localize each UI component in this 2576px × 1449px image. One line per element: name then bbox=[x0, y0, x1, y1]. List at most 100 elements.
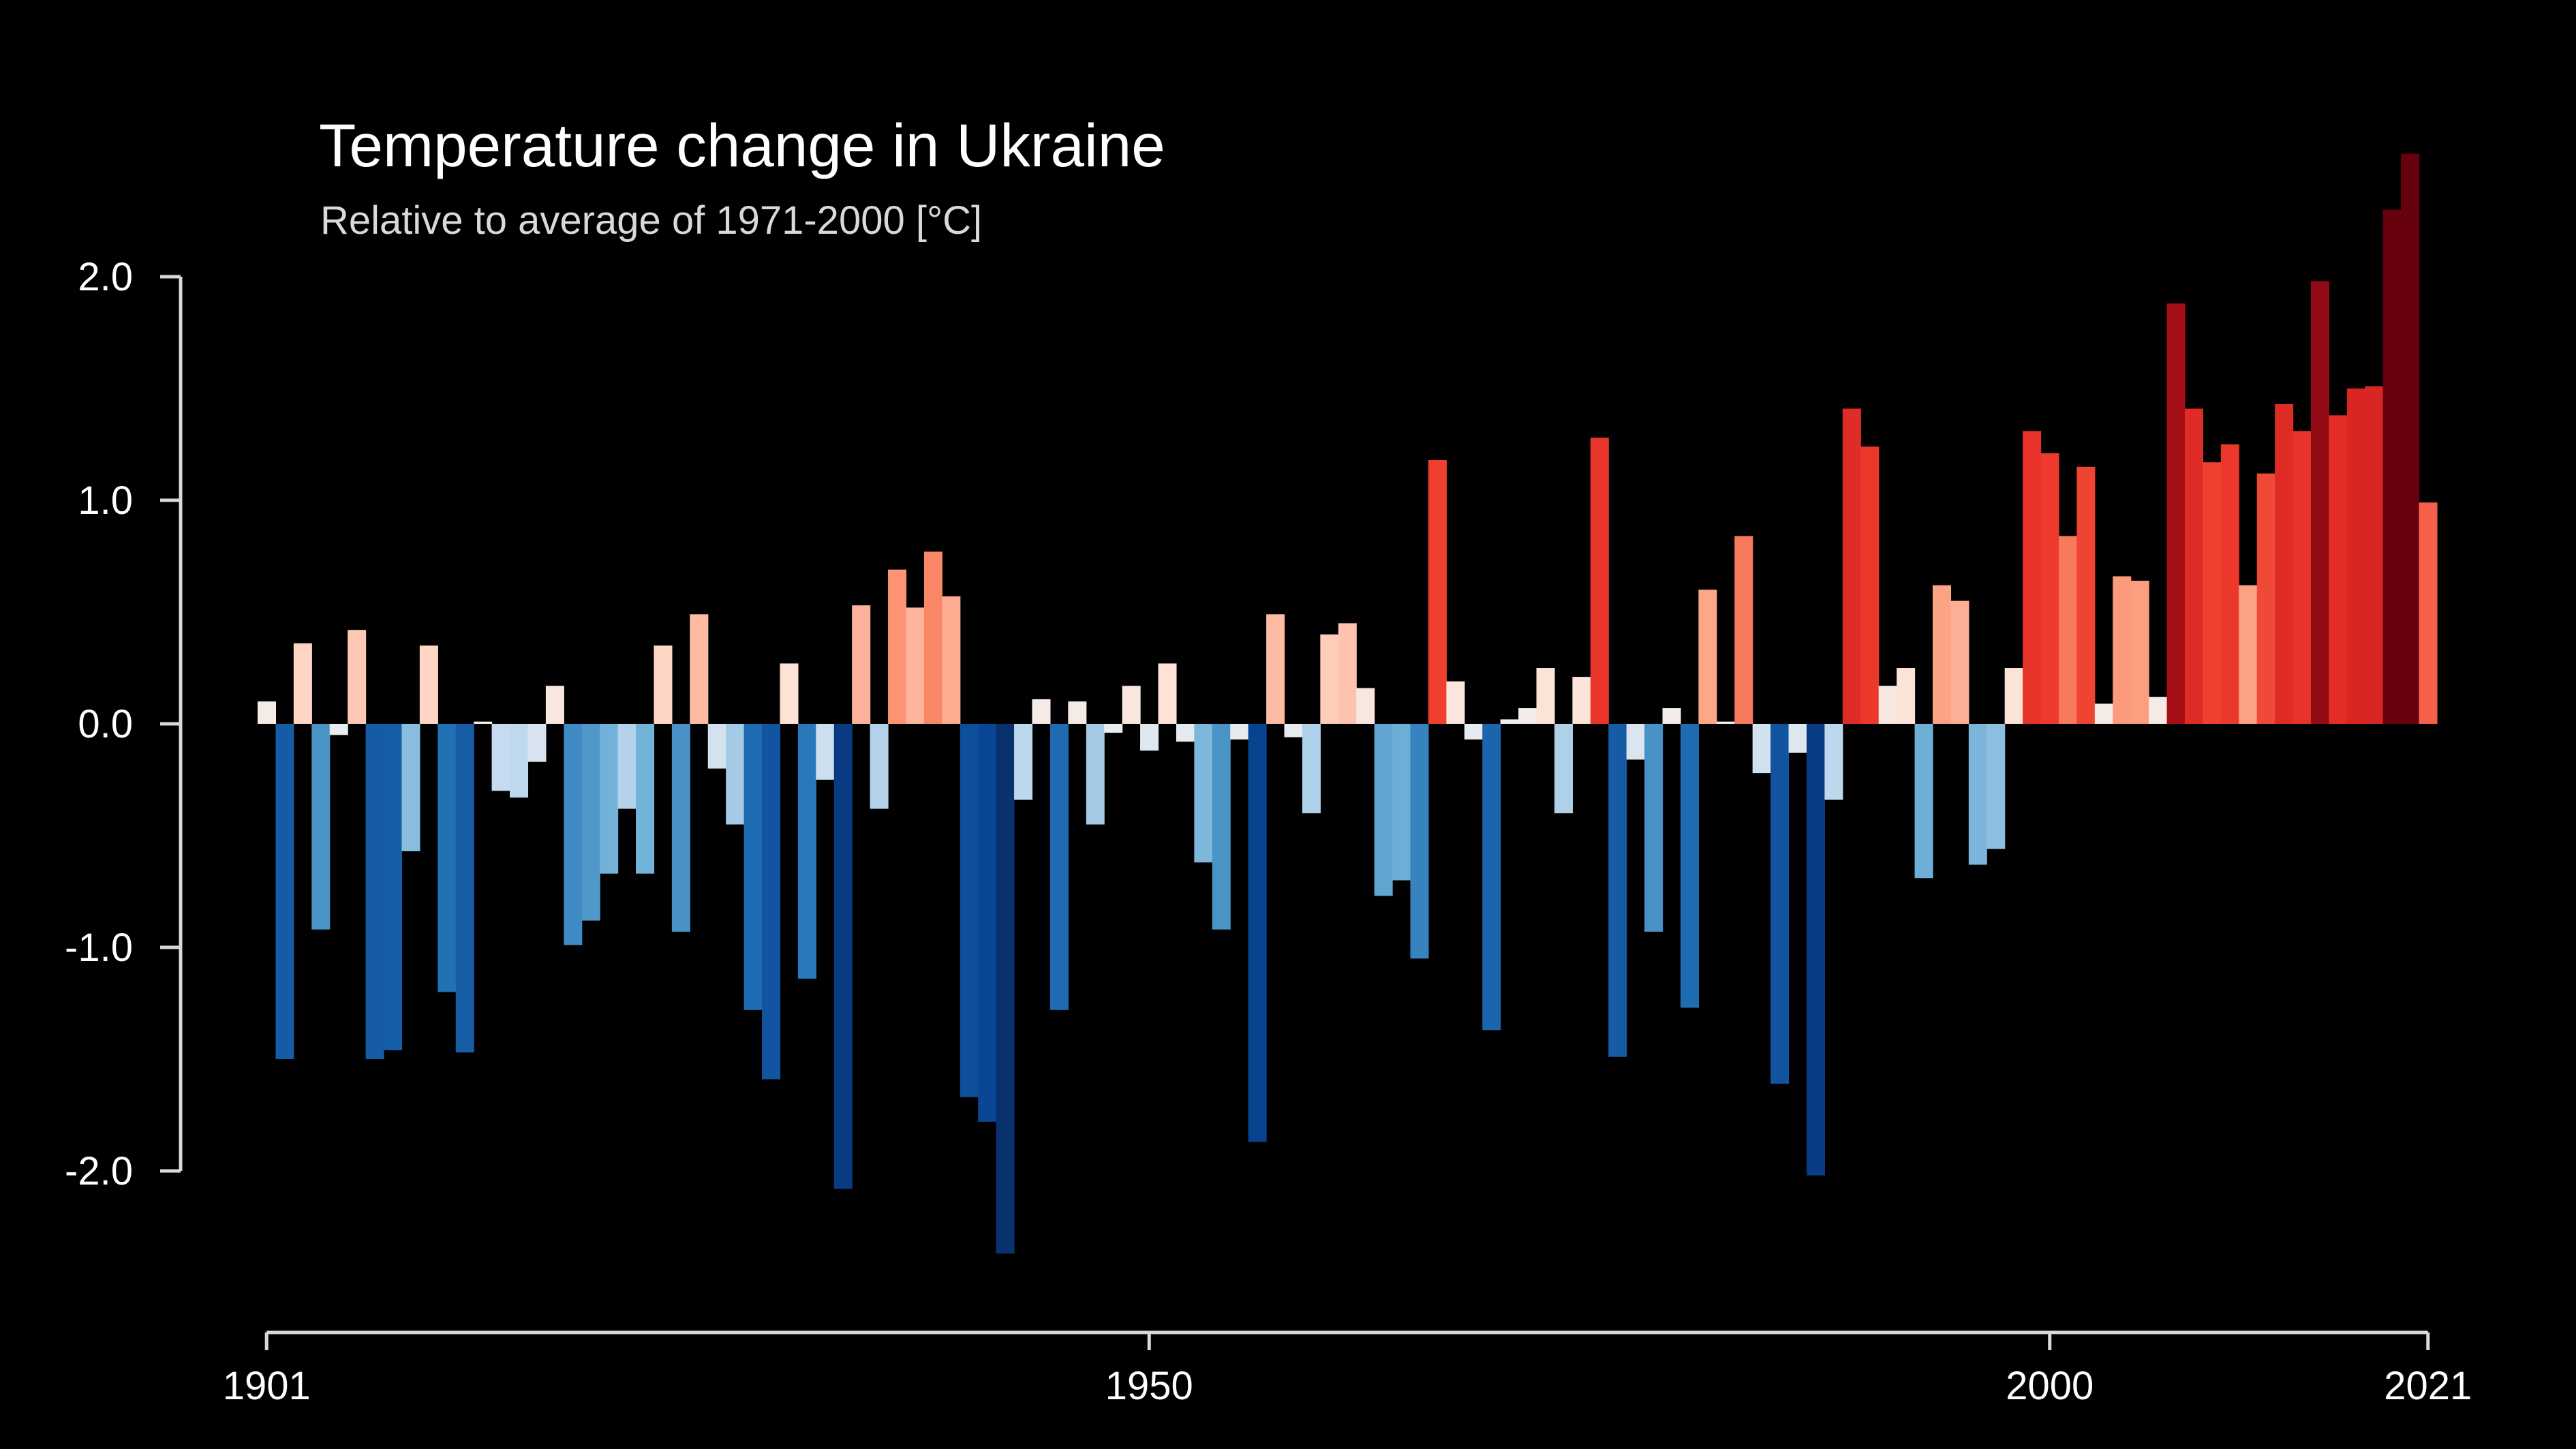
bar-1940 bbox=[960, 724, 979, 1097]
bar-1937 bbox=[906, 607, 925, 724]
bar-1979 bbox=[1662, 708, 1681, 724]
bar-1919 bbox=[581, 724, 600, 921]
bar-1997 bbox=[1987, 724, 2006, 849]
bar-1905 bbox=[329, 724, 348, 735]
bar-1921 bbox=[617, 724, 637, 809]
bar-2018 bbox=[2365, 386, 2384, 724]
bar-2021 bbox=[2419, 502, 2438, 724]
bar-1971 bbox=[1518, 708, 1537, 724]
bar-1927 bbox=[726, 724, 745, 825]
bar-1950 bbox=[1140, 724, 1159, 751]
bar-1928 bbox=[743, 724, 763, 1010]
bar-1962 bbox=[1356, 688, 1375, 724]
bar-1974 bbox=[1572, 677, 1591, 724]
bar-1926 bbox=[707, 724, 726, 769]
bar-2010 bbox=[2220, 444, 2239, 724]
y-axis: 2.0 1.0 0.0 -1.0 -2.0 bbox=[65, 255, 183, 1193]
y-tick-label: 2.0 bbox=[78, 255, 133, 299]
bar-1964 bbox=[1392, 724, 1411, 881]
bar-1969 bbox=[1482, 724, 1501, 1031]
bar-1953 bbox=[1194, 724, 1213, 863]
bar-1959 bbox=[1302, 724, 1321, 814]
bar-1910 bbox=[419, 645, 438, 724]
bar-2008 bbox=[2184, 408, 2204, 724]
y-tick-label: -2.0 bbox=[65, 1149, 133, 1193]
bar-1933 bbox=[833, 724, 853, 1189]
bar-1988 bbox=[1824, 724, 1843, 800]
bar-1993 bbox=[1914, 724, 1933, 879]
bar-1992 bbox=[1897, 668, 1916, 724]
bar-1943 bbox=[1014, 724, 1033, 800]
bar-2011 bbox=[2239, 585, 2258, 724]
bar-2007 bbox=[2166, 303, 2186, 724]
bar-1957 bbox=[1266, 614, 1285, 724]
bar-2017 bbox=[2346, 388, 2365, 724]
bar-1983 bbox=[1734, 536, 1753, 724]
bar-2013 bbox=[2275, 403, 2294, 724]
bar-1947 bbox=[1086, 724, 1105, 825]
bar-1965 bbox=[1410, 724, 1429, 959]
bar-1912 bbox=[455, 724, 474, 1053]
bar-1911 bbox=[438, 724, 457, 992]
bar-1902 bbox=[275, 724, 294, 1059]
bar-2006 bbox=[2149, 697, 2168, 724]
bar-2015 bbox=[2310, 281, 2330, 724]
bar-1929 bbox=[762, 724, 781, 1080]
bar-1994 bbox=[1932, 585, 1951, 724]
bar-2019 bbox=[2382, 209, 2402, 724]
bar-1956 bbox=[1248, 724, 1267, 1142]
bar-2005 bbox=[2130, 581, 2149, 724]
bar-1982 bbox=[1716, 721, 1735, 724]
bar-1998 bbox=[2004, 668, 2023, 724]
x-tick-label: 2000 bbox=[2006, 1364, 2094, 1408]
bar-1958 bbox=[1284, 724, 1303, 737]
bar-1942 bbox=[996, 724, 1015, 1254]
bar-1901 bbox=[258, 701, 277, 724]
bar-2002 bbox=[2076, 466, 2096, 724]
bar-1977 bbox=[1626, 724, 1645, 760]
bar-1935 bbox=[870, 724, 889, 809]
bar-1985 bbox=[1770, 724, 1790, 1084]
bar-1909 bbox=[401, 724, 420, 851]
bar-2016 bbox=[2329, 415, 2348, 724]
bar-1949 bbox=[1122, 686, 1141, 724]
chart-subtitle: Relative to average of 1971-2000 [°C] bbox=[320, 198, 982, 243]
bar-2000 bbox=[2040, 453, 2059, 724]
bar-1934 bbox=[852, 605, 871, 724]
bar-1989 bbox=[1842, 408, 1861, 724]
bar-1996 bbox=[1968, 724, 1987, 865]
bar-1916 bbox=[527, 724, 547, 762]
y-tick-label: -1.0 bbox=[65, 926, 133, 970]
bar-1966 bbox=[1428, 459, 1447, 724]
x-tick-label: 1901 bbox=[223, 1364, 311, 1408]
bar-1952 bbox=[1176, 724, 1195, 742]
bar-1922 bbox=[636, 724, 655, 874]
bar-1941 bbox=[978, 724, 997, 1122]
bar-1975 bbox=[1590, 438, 1609, 724]
bar-2009 bbox=[2203, 462, 2222, 724]
bar-1939 bbox=[942, 596, 961, 724]
bar-1918 bbox=[564, 724, 583, 945]
bar-1981 bbox=[1698, 590, 1717, 724]
bar-1925 bbox=[690, 614, 709, 724]
y-tick-label: 0.0 bbox=[78, 702, 133, 746]
bar-1938 bbox=[923, 551, 942, 724]
chart-title: Temperature change in Ukraine bbox=[319, 111, 1165, 179]
bar-1946 bbox=[1068, 701, 1087, 724]
bar-1990 bbox=[1860, 446, 1880, 724]
bar-1986 bbox=[1788, 724, 1807, 753]
bar-1987 bbox=[1806, 724, 1825, 1176]
bar-1954 bbox=[1212, 724, 1231, 930]
bar-1930 bbox=[780, 663, 799, 724]
bar-1963 bbox=[1374, 724, 1393, 896]
bar-1972 bbox=[1536, 668, 1555, 724]
bar-1932 bbox=[816, 724, 835, 780]
bar-2012 bbox=[2256, 473, 2275, 724]
x-axis: 1901 1950 2000 2021 bbox=[223, 1330, 2472, 1408]
x-tick-label: 1950 bbox=[1105, 1364, 1193, 1408]
bar-1945 bbox=[1049, 724, 1069, 1010]
bar-1914 bbox=[491, 724, 510, 791]
x-tick-label: 2021 bbox=[2384, 1364, 2472, 1408]
bar-1961 bbox=[1338, 623, 1357, 724]
